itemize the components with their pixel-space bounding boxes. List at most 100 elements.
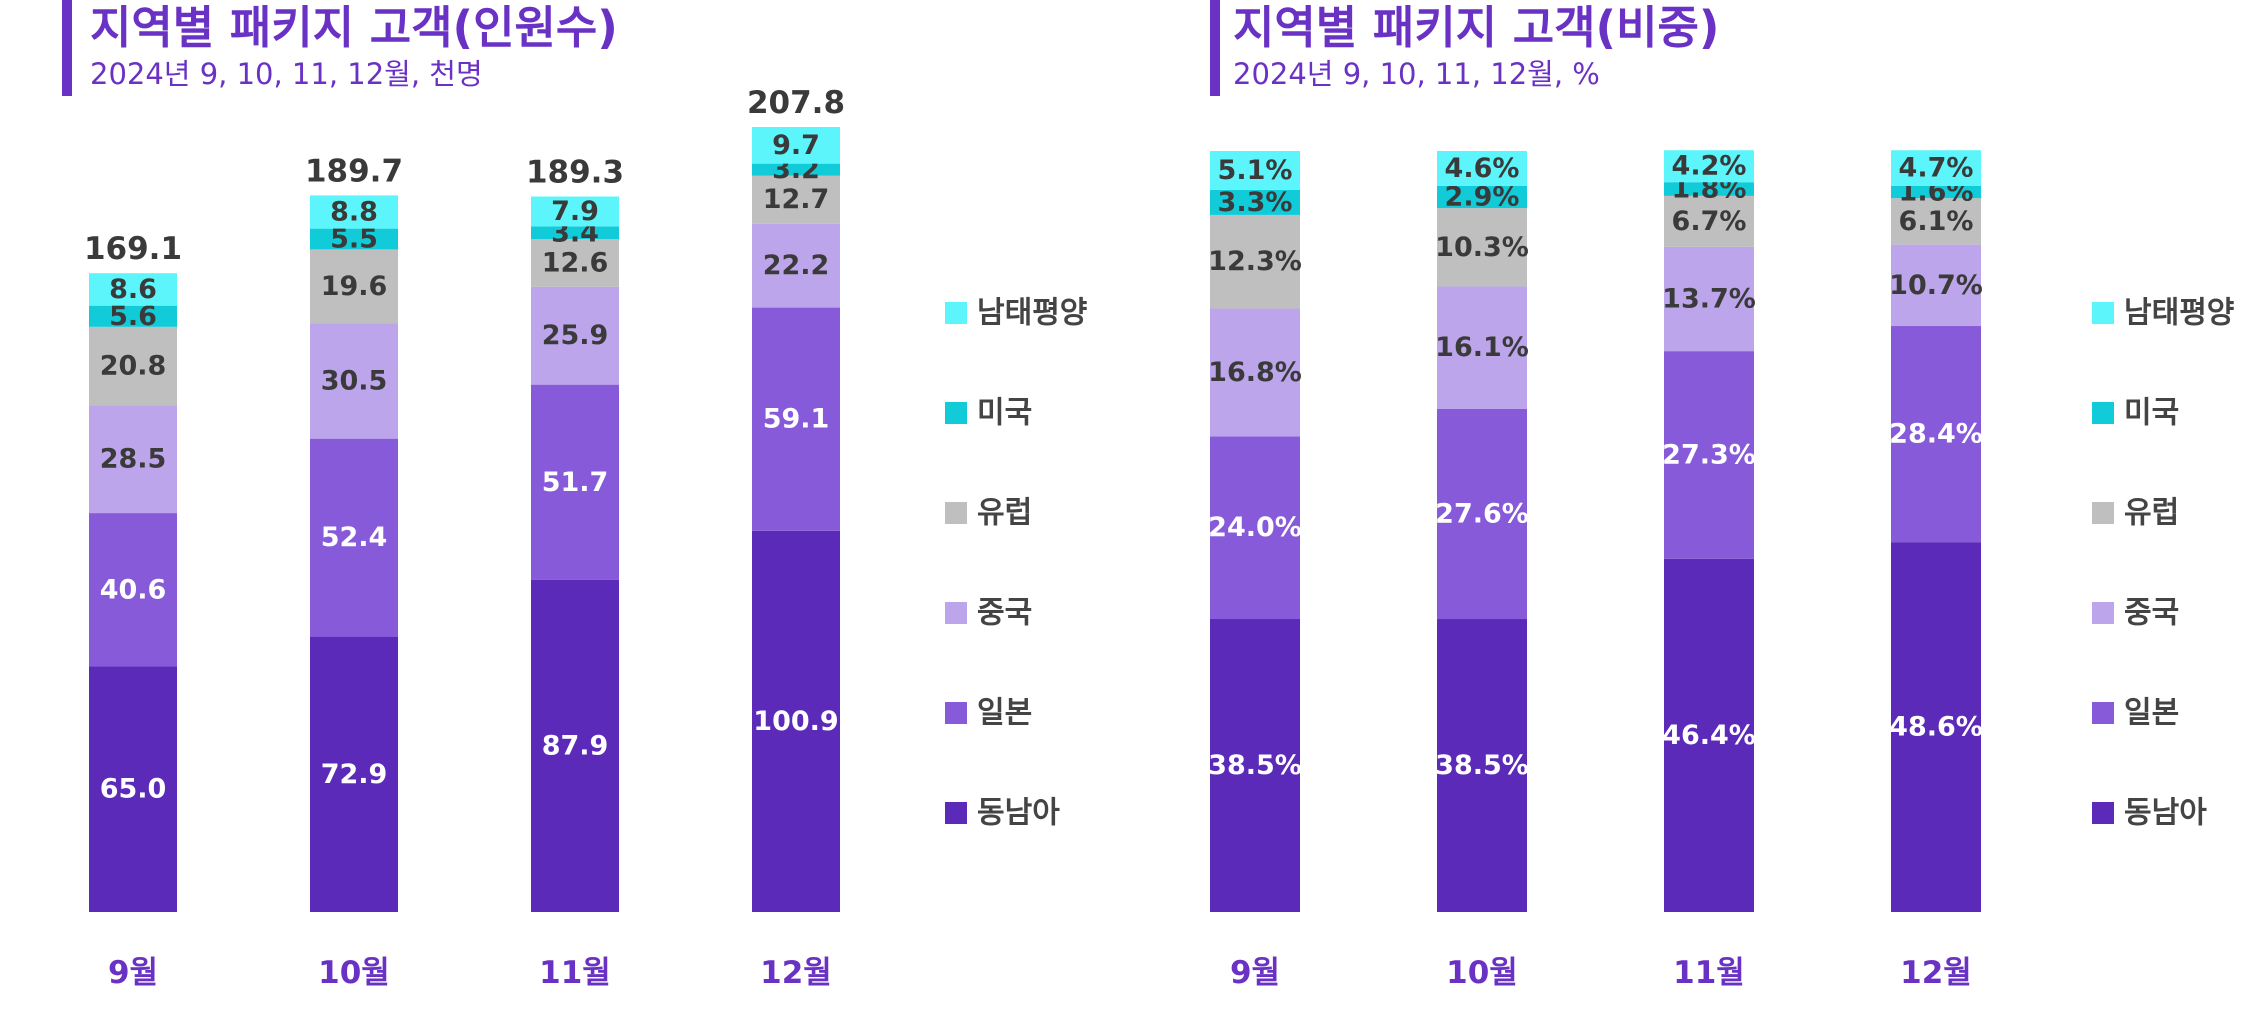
data-label: 6.7% [1672, 206, 1747, 237]
chart-subtitle: 2024년 9, 10, 11, 12월, 천명 [90, 57, 483, 91]
bar-segment [1437, 408, 1527, 620]
bar-segment [89, 305, 177, 327]
legend-swatch [2092, 402, 2114, 424]
legend-label: 미국 [2124, 396, 2179, 431]
data-label: 38.5% [1435, 750, 1529, 781]
data-label: 12.3% [1208, 246, 1302, 277]
bar-segment [1210, 151, 1300, 190]
bar-segment [1891, 198, 1981, 245]
data-label: 25.9 [542, 320, 609, 351]
bar-segment [89, 405, 177, 514]
legend-label: 중국 [2124, 596, 2179, 631]
data-label: 24.0% [1208, 512, 1302, 543]
data-label: 12.6 [542, 247, 609, 278]
bar-segment [1664, 195, 1754, 247]
bar-segment [310, 438, 398, 637]
bar-segment [531, 579, 619, 912]
legend-swatch [945, 802, 967, 824]
data-label: 48.6% [1889, 712, 1983, 743]
bar-segment [1891, 244, 1981, 327]
data-label: 87.9 [542, 730, 609, 761]
total-label: 169.1 [84, 231, 182, 267]
legend-label: 중국 [977, 596, 1032, 631]
data-label: 4.7% [1899, 153, 1974, 184]
data-label: 27.6% [1435, 498, 1529, 529]
data-label: 20.8 [100, 351, 167, 382]
bar-segment [531, 384, 619, 580]
title-accent-bar [62, 0, 72, 96]
bar-segment [531, 239, 619, 287]
bar-segment [89, 513, 177, 667]
legend-label: 일본 [977, 696, 1032, 731]
bar-segment [1210, 436, 1300, 620]
data-label: 7.9 [551, 196, 599, 227]
bar-segment [752, 175, 840, 224]
bar-segment [1437, 208, 1527, 287]
data-label: 9.7 [772, 130, 820, 161]
bar-segment [1437, 186, 1527, 209]
legend-swatch [945, 702, 967, 724]
data-label: 10.7% [1889, 270, 1983, 301]
legend-swatch [2092, 502, 2114, 524]
x-tick-label: 12월 [1900, 955, 1972, 991]
legend-swatch [945, 402, 967, 424]
data-label: 3.3% [1218, 187, 1293, 218]
title-accent-bar [1210, 0, 1220, 96]
bar-segment [310, 195, 398, 229]
legend-label: 미국 [977, 396, 1032, 431]
data-label: 19.6 [321, 271, 388, 302]
data-label: 4.2% [1672, 151, 1747, 182]
bar-segment [310, 636, 398, 912]
x-tick-label: 10월 [1446, 955, 1518, 991]
data-label: 6.1% [1899, 206, 1974, 237]
bar-segment [752, 530, 840, 912]
total-label: 189.7 [305, 153, 403, 189]
chart-panel-share: 지역별 패키지 고객(비중) 2024년 9, 10, 11, 12월, % 3… [1130, 0, 2263, 1015]
x-tick-label: 11월 [1673, 955, 1745, 991]
chart-panel-count: 지역별 패키지 고객(인원수) 2024년 9, 10, 11, 12월, 천명… [0, 0, 1130, 1015]
bar-segment [89, 326, 177, 406]
x-tick-label: 9월 [108, 955, 158, 991]
bar-segment [89, 666, 177, 912]
legend-swatch [2092, 802, 2114, 824]
legend-label: 동남아 [977, 796, 1060, 831]
bar-segment [310, 249, 398, 324]
data-label: 51.7 [542, 467, 609, 498]
bar-segment [531, 286, 619, 385]
bar-segment [1437, 286, 1527, 409]
bar-segment [1437, 619, 1527, 912]
bar-segment [1210, 619, 1300, 912]
data-label: 4.6% [1445, 153, 1520, 184]
bar-segment [1210, 308, 1300, 437]
chart-title: 지역별 패키지 고객(비중) [1233, 1, 1720, 54]
legend-swatch [2092, 302, 2114, 324]
bar-segment [1891, 326, 1981, 543]
bar-segment [1664, 182, 1754, 196]
bar-segment [1664, 558, 1754, 912]
bar-segment [531, 226, 619, 240]
bar-segment [1891, 542, 1981, 912]
bar-segment [1664, 150, 1754, 183]
data-label: 16.8% [1208, 357, 1302, 388]
bar-segment [310, 323, 398, 439]
bar-segment [752, 307, 840, 531]
legend-label: 남태평양 [977, 296, 1087, 331]
x-tick-label: 12월 [760, 955, 832, 991]
data-label: 8.6 [109, 274, 157, 305]
bar-chart-share: 38.5% 24.0% 16.8% 12.3% 3.3%5.1% 9월 38.5% 27.6%… [1208, 150, 2234, 991]
data-label: 65.0 [100, 774, 167, 805]
data-label: 46.4% [1662, 720, 1756, 751]
data-label: 27.3% [1662, 440, 1756, 471]
bar-chart-count: 65.0 40.6 28.5 20.8 5.68.6 169.1 9월 72.9 52.4 30.… [84, 85, 1087, 991]
bar-segment [1210, 189, 1300, 215]
bar-segment [1664, 246, 1754, 352]
data-label: 28.4% [1889, 419, 1983, 450]
data-label: 30.5 [321, 366, 388, 397]
data-label: 5.6 [109, 301, 157, 332]
bar-segment [752, 163, 840, 176]
data-label: 2.9% [1445, 182, 1520, 213]
data-label: 5.1% [1218, 155, 1293, 186]
legend-label: 동남아 [2124, 796, 2207, 831]
data-label: 10.3% [1435, 232, 1529, 263]
bar-segment [1437, 151, 1527, 187]
